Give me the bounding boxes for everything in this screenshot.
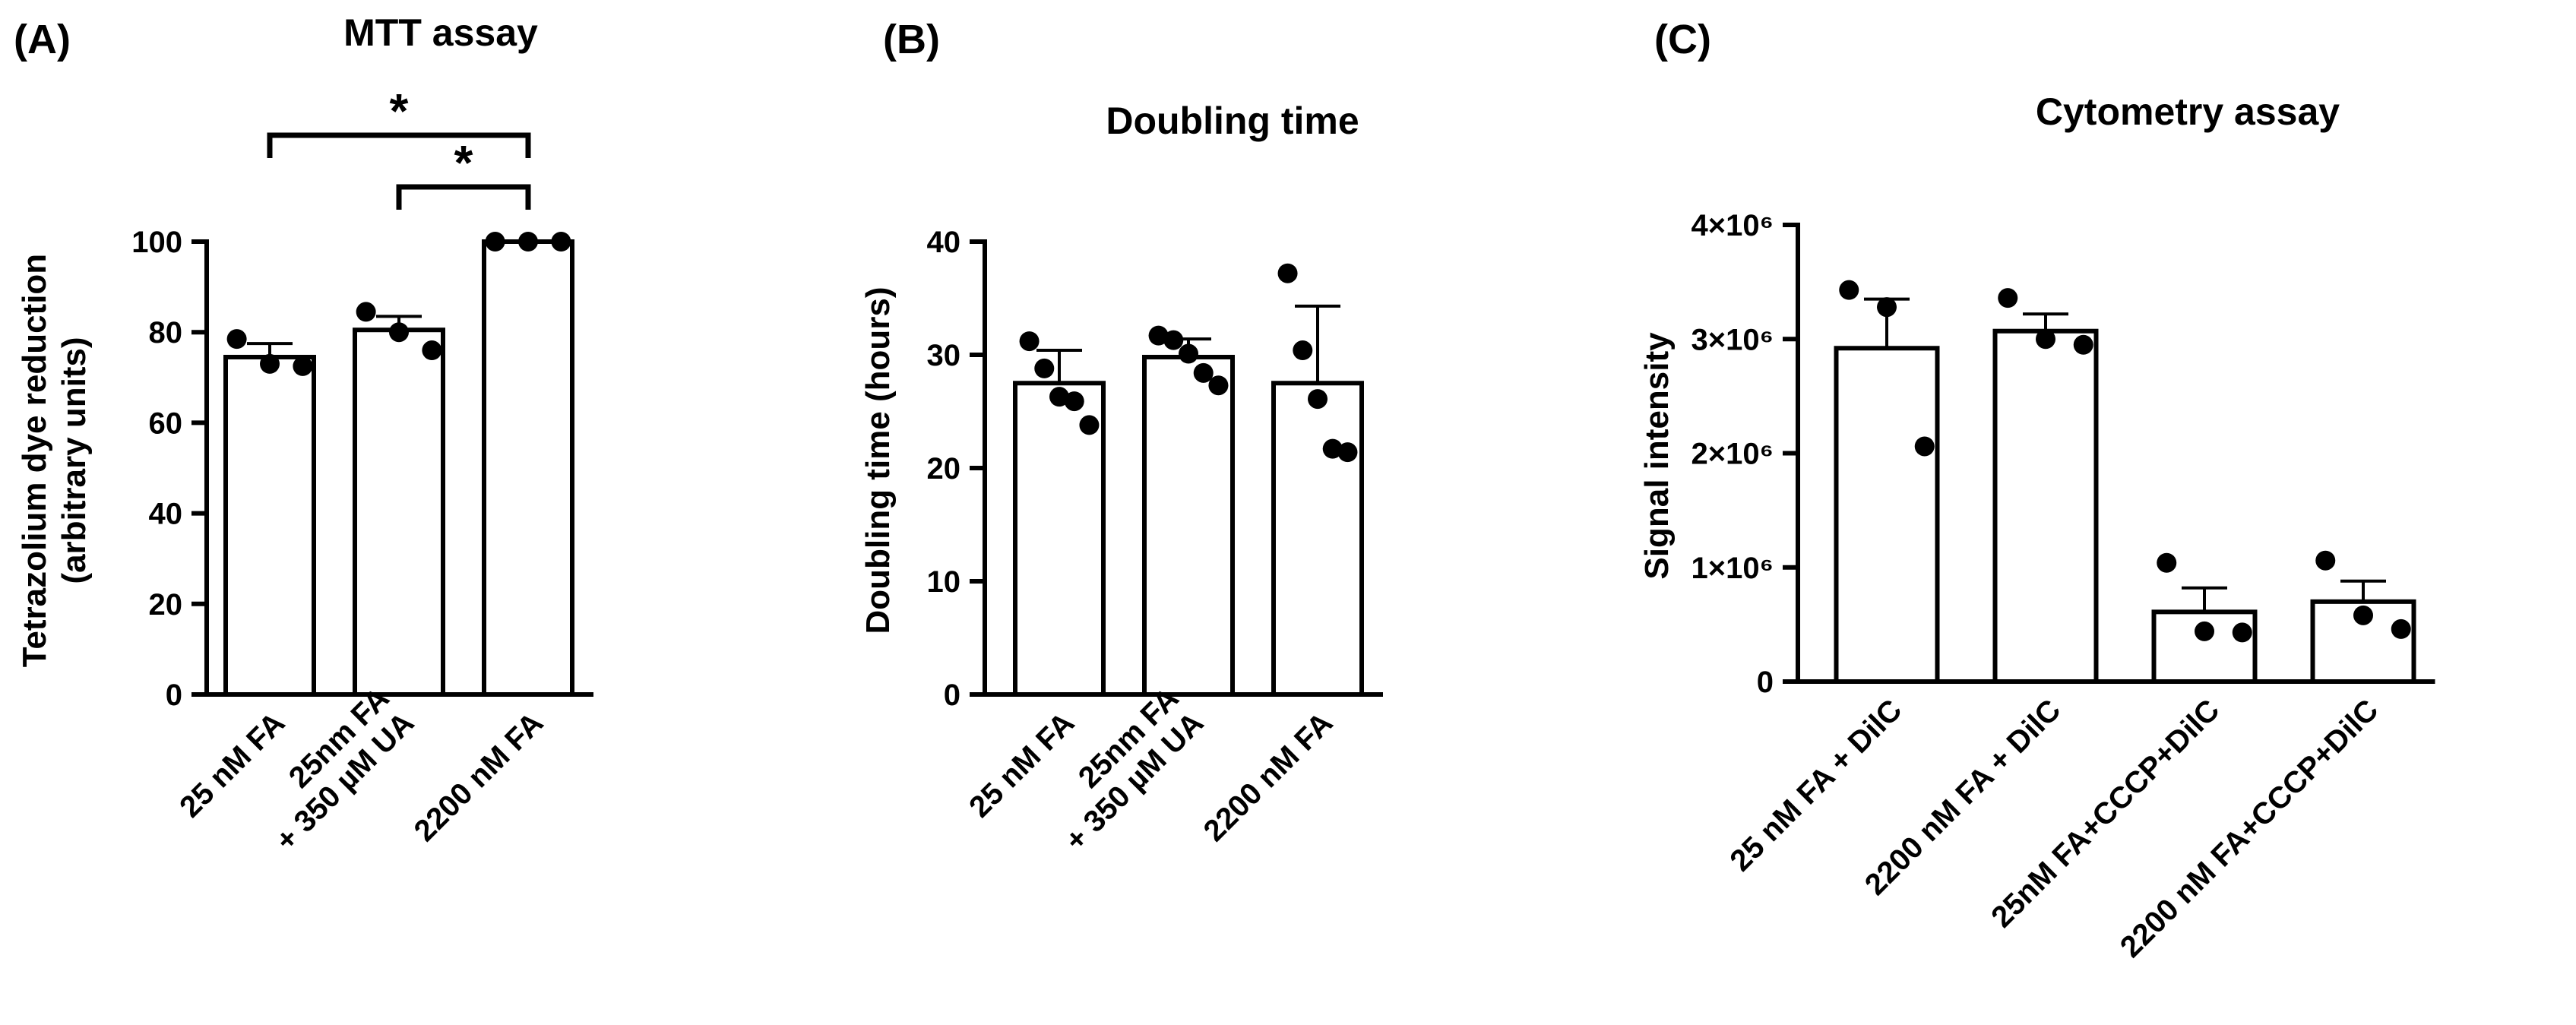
x-category-label: 25 nM FA [963,706,1081,824]
significance-bracket [396,184,531,210]
data-point [2157,552,2177,573]
y-axis-label-line: (arbitrary units) [55,337,93,584]
data-point [260,353,280,374]
x-category-label-line: 25 nM FA + DilC [1723,693,1908,878]
data-point [1064,391,1084,412]
panel-letter: (C) [1654,17,1711,62]
data-point [1914,436,1935,457]
x-category-label: 2200 nM FA+CCCP+DilC [2114,693,2385,963]
x-category-label: 2200 nM FA [408,706,550,848]
x-category-label: 25nm FA+ 350 µM UA [245,682,421,858]
data-point [1322,438,1343,459]
y-axis-label-line: Tetrazolium dye reduction [16,254,53,667]
data-point [356,302,376,322]
data-point [1208,375,1229,396]
data-point [2232,622,2252,643]
x-category-label: 25 nM FA + DilC [1723,693,1908,878]
chart-title: MTT assay [343,11,538,54]
y-axis-label: Tetrazolium dye reduction(arbitrary unit… [16,254,93,667]
y-tick-label: 100 [131,226,182,259]
data-point [1049,387,1069,407]
y-tick-label: 30 [927,339,961,372]
chart-title: Cytometry assay [2036,90,2340,133]
y-tick-label: 0 [944,679,960,712]
data-point [2073,334,2093,355]
y-axis-label-line: Doubling time (hours) [859,286,897,634]
x-category-label-line: 2200 nM FA+CCCP+DilC [2114,693,2385,963]
data-point [293,356,313,376]
x-category-label-line: 2200 nM FA [408,706,550,848]
data-point [2353,605,2373,625]
y-tick-label: 10 [927,565,961,599]
y-axis-label: Signal intensity [1638,332,1676,580]
panel-letter: (A) [14,17,71,62]
y-tick-label: 20 [927,452,961,486]
bar [223,354,316,697]
data-point [2036,329,2055,350]
y-tick-label: 0 [1757,666,1774,699]
data-point [389,322,409,343]
y-tick-label: 80 [149,316,183,350]
data-point [422,340,442,361]
data-point [1148,325,1169,346]
panel-c: (C) Cytometry assay Signal intensity 0 1×10⁶… [1638,17,2435,964]
data-point [1163,330,1184,350]
data-point [1877,297,1897,318]
y-tick-label: 2×10⁶ [1691,438,1774,471]
data-point [1034,358,1055,378]
x-category-label: 2200 nM FA [1198,706,1340,848]
x-category-label-line: 2200 nM FA [1198,706,1340,848]
data-point [1179,343,1198,364]
y-tick-label: 40 [927,226,961,259]
data-point [2391,618,2411,639]
data-point [2195,621,2214,641]
bar [353,327,445,697]
bar [1142,354,1235,697]
data-point [1193,362,1214,383]
bar [1271,381,1364,697]
data-point [1839,280,1859,300]
data-point [1079,415,1100,435]
y-tick-label: 40 [149,498,183,531]
y-axis-label: Doubling time (hours) [859,286,897,634]
x-category-label: 25 nM FA [173,706,291,824]
bar [1992,328,2099,684]
data-point [1998,288,2018,308]
data-point [1019,331,1040,352]
y-tick-label: 3×10⁶ [1691,323,1774,356]
y-tick-label: 1×10⁶ [1691,552,1774,585]
y-tick-label: 60 [149,407,183,440]
data-point [1293,340,1313,361]
x-category-label-line: 25 nM FA [173,706,291,824]
data-point [226,329,247,350]
significance-star: * [454,135,473,190]
data-point [1308,389,1328,410]
bar [1834,346,1940,684]
data-point [1277,263,1298,283]
x-category-label-line: 25 nM FA [963,706,1081,824]
data-point [1337,442,1358,463]
y-tick-label: 20 [149,588,183,622]
panel-a: (A) MTT assay Tetrazolium dye reduction(ar… [14,11,593,857]
significance-bracket [267,132,531,158]
y-tick-label: 0 [166,679,182,712]
bar [482,239,574,697]
panel-letter: (B) [883,17,940,62]
y-axis-label-line: Signal intensity [1638,332,1676,580]
data-point [551,232,571,252]
data-point [2315,550,2336,571]
x-category-label: 25nm FA+ 350 µM UA [1034,682,1210,858]
y-tick-label: 4×10⁶ [1691,209,1774,242]
data-point [485,232,505,252]
significance-star: * [390,84,409,138]
data-point [518,232,538,252]
chart-title: Doubling time [1106,100,1359,142]
panel-b: (B) Doubling time Doubling time (hours) 0 10… [859,17,1383,857]
